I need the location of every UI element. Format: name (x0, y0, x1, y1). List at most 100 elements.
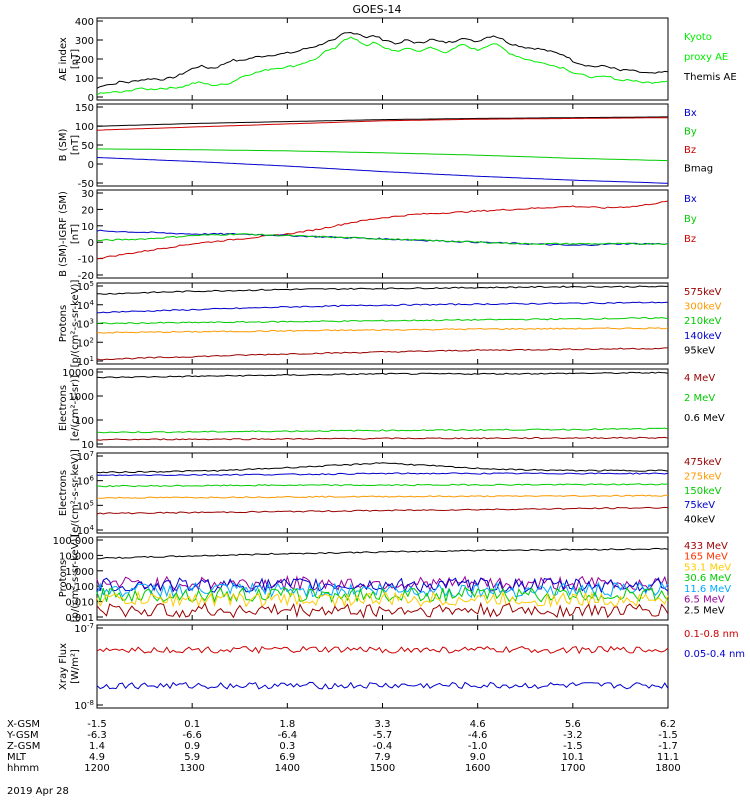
y-axis-label: B (SM) (58, 128, 69, 161)
y-tick-label: 0.010 (65, 598, 94, 609)
x-axis-value: -1.0 (468, 741, 488, 752)
series-2-mev (96, 427, 669, 434)
legend-entry: 0.05-0.4 nm (684, 649, 745, 660)
x-axis-row-label: hhmm (7, 763, 39, 774)
figure-title: GOES-14 (352, 3, 401, 16)
series-2-5-mev (96, 547, 669, 560)
series-bmag (96, 116, 668, 127)
panel-electrons_kev: 107 106 105 104 Electrons [e/(cm²-s-sr-keV)] 4… (58, 449, 722, 537)
y-axis-label: B (SM)-IGRF (SM) (58, 191, 69, 277)
y-tick-label: 104 (77, 299, 95, 312)
legend-entry: 575keV (684, 287, 722, 298)
legend-entry: Bx (684, 194, 697, 205)
series-4-mev (96, 436, 669, 441)
legend-entry: 6.5 MeV (684, 595, 725, 606)
legend-entry: By (684, 127, 697, 138)
y-axis-label: [p/(cm²-s-sr-keV)] (70, 535, 81, 623)
series-433-mev (96, 601, 669, 619)
y-axis-label: [nT] (70, 49, 81, 69)
series-by (97, 148, 669, 162)
series-40kev (96, 462, 669, 474)
y-axis-label: Electrons (58, 470, 69, 516)
legend-entry: 30.6 MeV (684, 573, 731, 584)
x-axis-value: 4.6 (470, 719, 486, 730)
x-axis-value: 3.3 (375, 719, 391, 730)
x-axis-value: 1600 (465, 763, 490, 774)
legend-entry: 4 MeV (684, 373, 715, 384)
legend-entry: 140keV (684, 331, 722, 342)
series-575kev (96, 347, 668, 361)
series-0-6-mev (96, 371, 669, 379)
y-tick-label: 50 (81, 141, 94, 152)
y-tick-label: 200 (75, 55, 94, 66)
legend-entry: 95keV (684, 345, 715, 356)
date-label: 2019 Apr 28 (7, 786, 69, 797)
series-bz (96, 200, 669, 260)
panel-xray: 10-7 10-8 Xray Flux [W/m²] 0.1-0.8 nm 0.05-0.… (58, 622, 745, 712)
x-axis-value: 4.9 (89, 752, 105, 763)
series-0-05-0-4-nm (96, 681, 669, 690)
y-tick-label: 20 (81, 205, 94, 216)
legend-entry: 0.1-0.8 nm (684, 629, 739, 640)
y-tick-label: 30 (81, 189, 94, 200)
legend-entry: Bz (684, 234, 696, 245)
legend-entry: 275keV (684, 471, 722, 482)
legend-entry: Kyoto (684, 32, 712, 43)
y-tick-label: 0.001 (65, 613, 94, 624)
x-axis-value: -1.5 (87, 719, 107, 730)
legend-entry: Bz (684, 145, 696, 156)
panel-protons_high: 100.000 10.000 1.000 0.100 0.010 0.001 Protons… (53, 535, 732, 624)
x-axis-value: 0.9 (184, 741, 200, 752)
panel-frame (96, 103, 669, 187)
x-axis-row-label: Z-GSM (7, 741, 40, 752)
y-axis-label: Electrons (58, 385, 69, 431)
y-axis-label: [e/(cm²-s-sr)] (70, 375, 81, 441)
legend-entry: 210keV (684, 316, 722, 327)
x-axis-value: 1400 (275, 763, 300, 774)
x-axis-value: 1.4 (89, 741, 105, 752)
y-axis-label: [nT] (70, 224, 81, 244)
x-axis-value: -6.4 (278, 730, 298, 741)
y-tick-label: 101 (77, 355, 94, 368)
panel-bigrf: 30 20 10 0 -10 -20 B (SM)-IGRF (SM) [nT] Bx By Bz (58, 189, 697, 282)
x-axis-value: -6.3 (87, 730, 107, 741)
y-tick-label: 100 (75, 416, 94, 427)
x-axis-row-label: Y-GSM (6, 730, 39, 741)
x-axis-value: 0.3 (279, 741, 295, 752)
y-tick-label: 103 (77, 318, 94, 331)
x-axis-value: 1300 (179, 763, 204, 774)
x-axis-value: -1.7 (658, 741, 678, 752)
panel-bsm: 150 100 50 0 -50 B (SM) [nT] Bx By Bz Bmag (58, 103, 713, 190)
y-axis-label: [W/m²] (70, 649, 81, 684)
legend-entry: 433 MeV (684, 541, 728, 552)
series-75kev (96, 472, 669, 477)
y-tick-label: 0 (88, 238, 94, 249)
legend-entry: 150keV (684, 486, 722, 497)
y-tick-label: 105 (77, 280, 94, 293)
series-475kev (96, 506, 669, 515)
y-tick-label: 0.100 (65, 582, 94, 593)
y-tick-label: 0 (88, 93, 94, 104)
legend-entry: 300keV (684, 302, 722, 313)
x-axis-value: -0.4 (373, 741, 393, 752)
y-tick-label: 100 (75, 122, 94, 133)
x-axis-value: 5.9 (184, 752, 200, 763)
legend-entry: Themis AE (683, 72, 737, 83)
legend-entry: 2 MeV (684, 393, 715, 404)
y-tick-label: 300 (75, 36, 94, 47)
y-axis-label: Protons (58, 305, 69, 342)
x-axis-value: -1.5 (658, 730, 678, 741)
legend-entry: 475keV (684, 457, 722, 468)
legend-entry: 75keV (684, 500, 715, 511)
panel-protons_low: 105 104 103 102 101 Protons [p/(cm²-s-sr-keV)]… (58, 280, 722, 368)
x-axis-row-label: X-GSM (7, 719, 40, 730)
y-axis-label: [p/(cm²-s-sr-keV)] (70, 280, 81, 368)
legend-entry: 53.1 MeV (684, 562, 731, 573)
y-tick-label: 100 (75, 74, 94, 85)
x-axis-value: 6.9 (279, 752, 295, 763)
legend-entry: 165 MeV (684, 552, 728, 563)
y-tick-label: 105 (77, 499, 94, 512)
series-themis-ae (96, 31, 669, 89)
x-axis-value: -5.7 (373, 730, 393, 741)
